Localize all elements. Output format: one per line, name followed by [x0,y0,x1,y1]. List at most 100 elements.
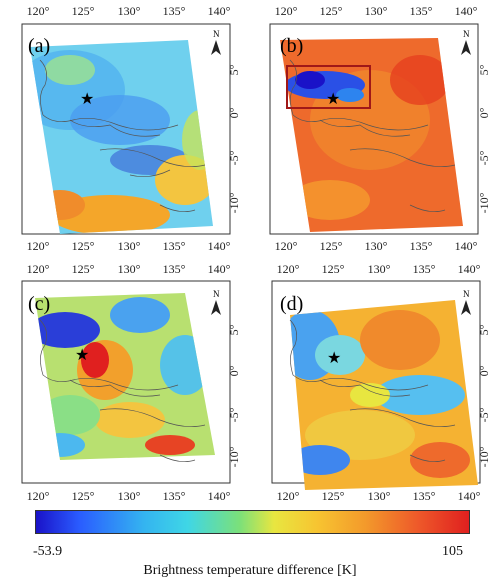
svg-text:120°: 120° [275,239,298,253]
svg-text:120°: 120° [275,4,298,18]
lat-ticks-right: 5° 0° -5° -10° [227,64,241,213]
lon-ticks-bottom: 120° 125° 130° 135° 140° [27,239,231,253]
svg-text:0°: 0° [477,107,491,118]
colorbar-title: Brightness temperature difference [K] [143,563,357,578]
svg-text:130°: 130° [368,489,391,503]
lon-ticks-top: 120° 125° 130° 135° 140° [275,4,478,18]
svg-text:140°: 140° [458,262,481,276]
svg-text:-10°: -10° [227,446,241,467]
svg-text:125°: 125° [72,489,95,503]
panel-a: 120° 125° 130° 135° 140° 120° 125° 130° … [0,0,250,265]
svg-text:N: N [213,289,220,299]
coastlines-c [39,319,206,462]
epicenter-star: ★ [327,350,341,367]
svg-text:-5°: -5° [227,407,241,422]
svg-text:130°: 130° [368,262,391,276]
svg-text:135°: 135° [413,489,436,503]
svg-text:-5°: -5° [477,150,491,165]
svg-text:5°: 5° [227,324,241,335]
panel-label: (d) [280,293,303,315]
svg-text:120°: 120° [27,4,50,18]
lat-ticks-right: 5° 0° -5° -10° [227,324,241,467]
svg-text:140°: 140° [455,239,478,253]
svg-text:135°: 135° [413,262,436,276]
svg-text:130°: 130° [365,239,388,253]
svg-text:120°: 120° [27,262,50,276]
panel-b: 120° 125° 130° 135° 140° 120° 125° 130° … [250,0,500,265]
svg-text:120°: 120° [277,489,300,503]
lon-ticks-bottom: 120° 125° 130° 135° 140° [27,489,231,503]
svg-text:120°: 120° [277,262,300,276]
svg-text:130°: 130° [365,4,388,18]
epicenter-star: ★ [326,91,340,108]
svg-text:125°: 125° [322,262,345,276]
svg-text:130°: 130° [118,239,141,253]
svg-text:125°: 125° [72,4,95,18]
lon-ticks-top: 120° 125° 130° 135° 140° [27,4,231,18]
svg-text:135°: 135° [410,4,433,18]
svg-text:0°: 0° [227,365,241,376]
lon-ticks-top: 120° 125° 130° 135° 140° [27,262,231,276]
svg-text:-5°: -5° [227,150,241,165]
svg-text:135°: 135° [163,489,186,503]
colorbar-min-label: -53.9 [33,544,63,559]
lon-ticks-top: 120° 125° 130° 135° 140° [277,262,481,276]
svg-text:5°: 5° [477,64,491,75]
svg-text:-10°: -10° [477,192,491,213]
svg-text:135°: 135° [163,262,186,276]
north-arrow-icon: N [211,289,221,315]
svg-text:140°: 140° [458,489,481,503]
lon-ticks-bottom: 120° 125° 130° 135° 140° [275,239,478,253]
colorbar-max-label: 105 [442,544,463,559]
svg-text:0°: 0° [227,107,241,118]
svg-text:130°: 130° [118,4,141,18]
epicenter-star: ★ [80,91,94,108]
svg-text:140°: 140° [208,489,231,503]
svg-text:125°: 125° [322,489,345,503]
svg-text:-5°: -5° [477,407,491,422]
svg-text:0°: 0° [477,365,491,376]
svg-text:135°: 135° [410,239,433,253]
svg-text:125°: 125° [72,262,95,276]
heatmap-swath-c [35,293,215,460]
svg-text:125°: 125° [72,239,95,253]
svg-text:5°: 5° [227,64,241,75]
lat-ticks-right: 5° 0° -5° -10° [477,64,491,213]
north-arrow-icon: N [461,29,471,55]
svg-text:140°: 140° [208,262,231,276]
svg-text:140°: 140° [208,239,231,253]
svg-text:-10°: -10° [477,446,491,467]
epicenter-star: ★ [75,347,89,364]
panel-label: (c) [28,293,50,315]
coastlines-d [289,319,456,462]
highlight-box [286,65,371,109]
north-arrow-icon: N [461,289,471,315]
coastlines-b [289,59,456,212]
panel-label: (a) [28,35,50,57]
coastlines-a [39,59,206,212]
svg-text:N: N [463,289,470,299]
panel-d: 120° 125° 130° 135° 140° 120° 125° 130° … [250,245,500,510]
svg-text:N: N [463,29,470,39]
svg-text:130°: 130° [118,489,141,503]
north-arrow-icon: N [211,29,221,55]
svg-text:120°: 120° [27,489,50,503]
svg-text:5°: 5° [477,324,491,335]
panel-label: (b) [280,35,303,57]
svg-text:125°: 125° [320,239,343,253]
svg-text:120°: 120° [27,239,50,253]
svg-text:-10°: -10° [227,192,241,213]
heatmap-swath-a [30,40,213,234]
svg-text:140°: 140° [455,4,478,18]
svg-text:N: N [213,29,220,39]
svg-text:125°: 125° [320,4,343,18]
svg-text:135°: 135° [163,239,186,253]
panel-c: 120° 125° 130° 135° 140° 120° 125° 130° … [0,245,250,510]
svg-text:130°: 130° [118,262,141,276]
svg-text:140°: 140° [208,4,231,18]
heatmap-swath-b [280,38,463,232]
colorbar [35,510,470,534]
heatmap-swath-d [290,300,478,490]
lat-ticks-right: 5° 0° -5° -10° [477,324,491,467]
lon-ticks-bottom: 120° 125° 130° 135° 140° [277,489,481,503]
